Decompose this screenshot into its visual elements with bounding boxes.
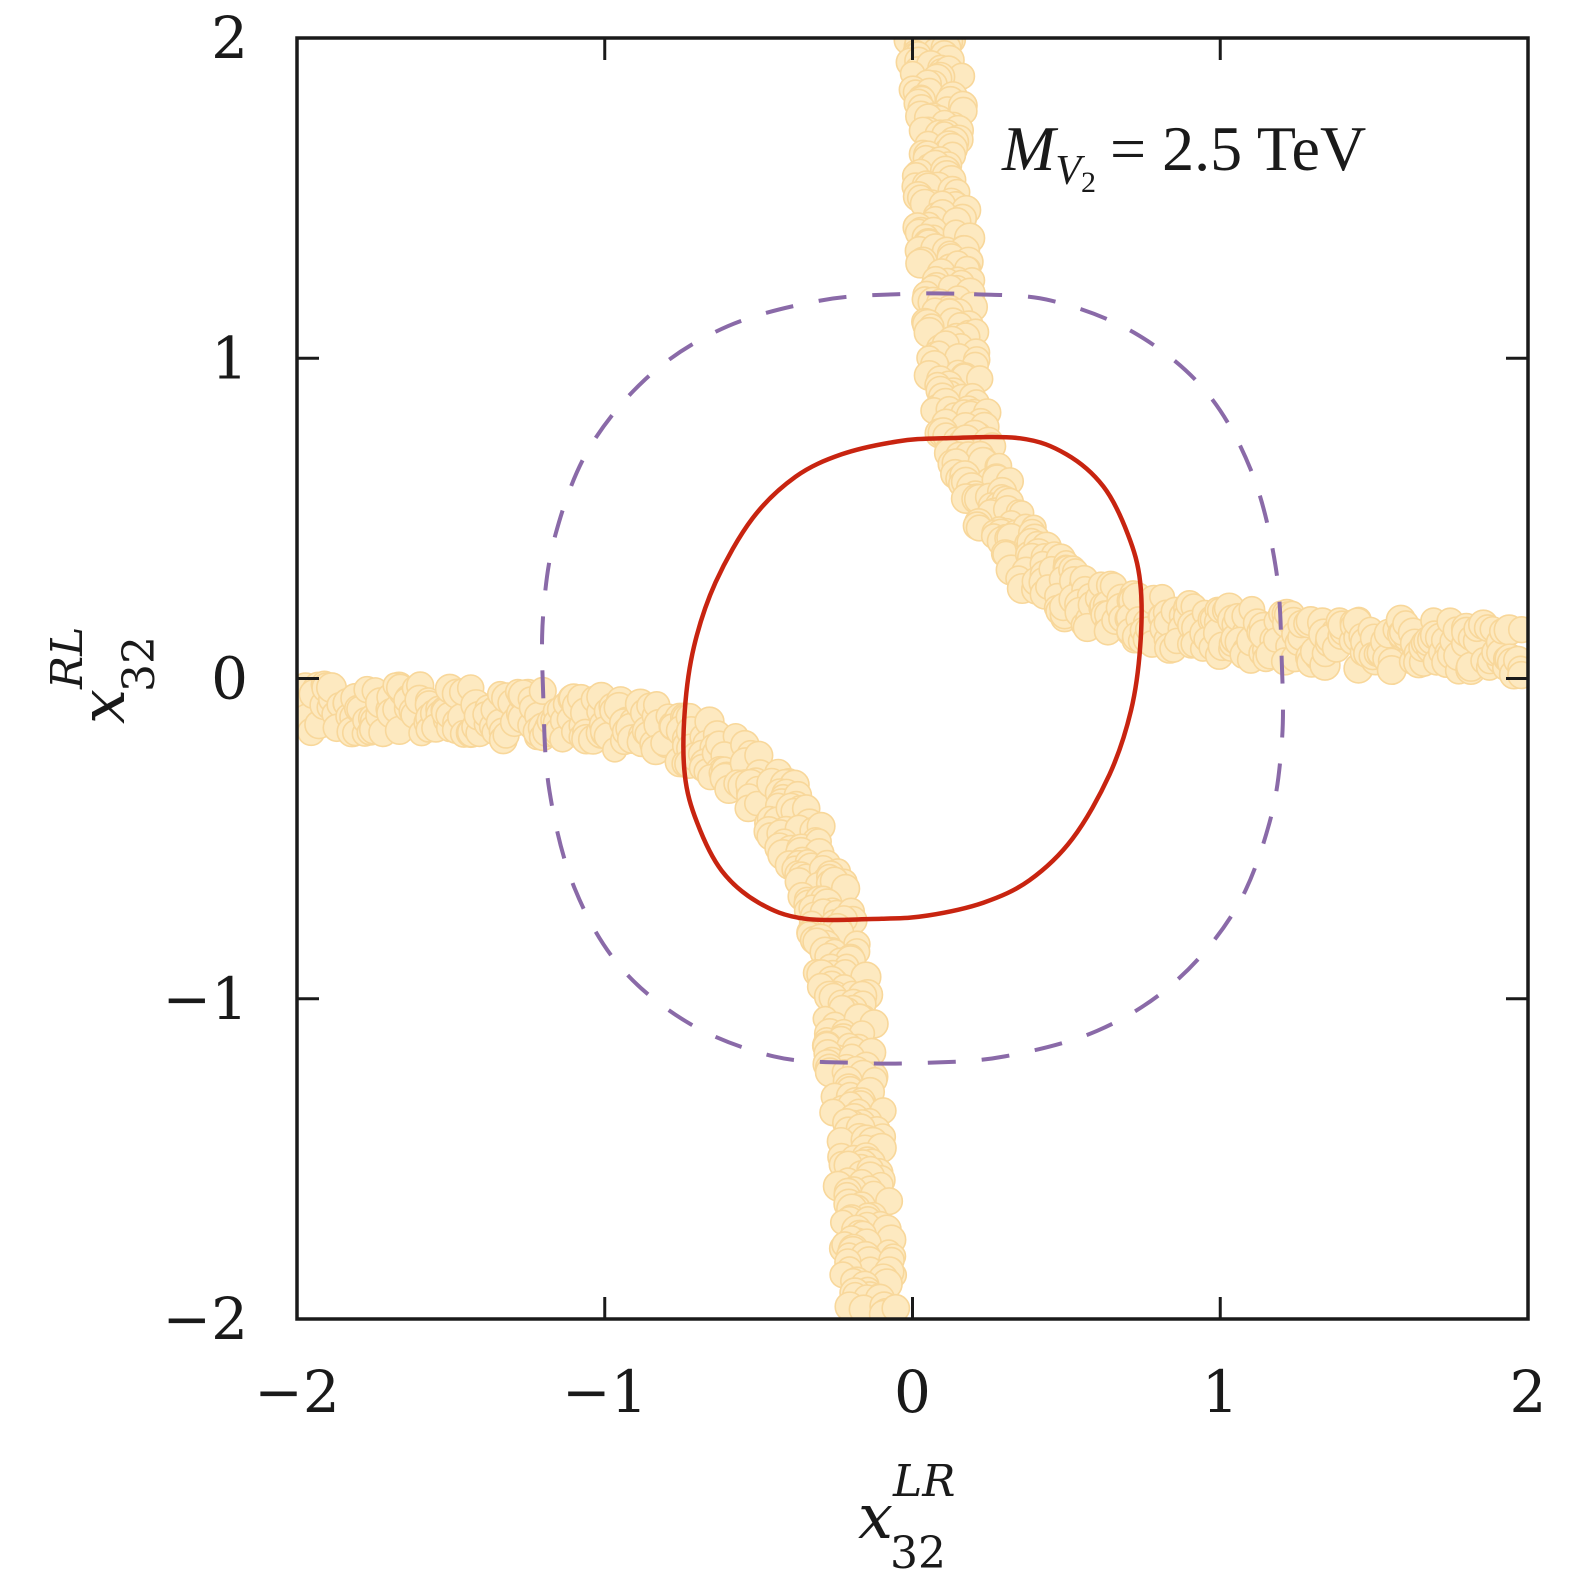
x-tick-label: −1 (562, 1358, 648, 1426)
x-axis-label-sup: LR (892, 1456, 955, 1507)
x-tick-label: 2 (1510, 1358, 1547, 1426)
x-tick-label: 0 (894, 1358, 931, 1426)
scatter-band (297, 38, 1528, 1319)
x-axis-label-sub: 32 (890, 1528, 946, 1574)
y-tick-label: −1 (163, 965, 249, 1033)
y-tick-label: −2 (163, 1285, 249, 1353)
y-axis-label-sup: RL (42, 627, 93, 690)
x-axis-label-base: x (858, 1480, 893, 1553)
y-axis-label-sub: 32 (114, 636, 165, 692)
scatter-point (1507, 616, 1528, 644)
annotation-value: = 2.5 TeV (1110, 113, 1366, 184)
scatter-point (881, 1293, 911, 1319)
x-tick-label: 1 (1202, 1358, 1239, 1426)
annotation-mass-symbol: M (1001, 113, 1059, 184)
tick-layer: −2 −1 0 1 2 −2 −1 0 1 2 (163, 4, 1547, 1426)
scatter-point (1507, 660, 1528, 690)
solid-contour (681, 434, 1144, 923)
annotation: MV2 = 2.5 TeV (1001, 113, 1366, 199)
y-tick-label: 2 (211, 4, 248, 72)
x-axis-label: xLR 32 (858, 1456, 955, 1574)
x-tick-label: −2 (254, 1358, 340, 1426)
annotation-mass-sub: V (1055, 148, 1085, 194)
contour-layer (540, 291, 1285, 1066)
y-tick-label: 1 (211, 324, 248, 392)
dashed-contour (540, 291, 1285, 1066)
y-axis-label-base: x (66, 689, 139, 724)
y-tick-label: 0 (211, 645, 248, 713)
annotation-mass-sub-index: 2 (1081, 166, 1096, 199)
y-axis-label: xRL 32 (42, 627, 165, 724)
